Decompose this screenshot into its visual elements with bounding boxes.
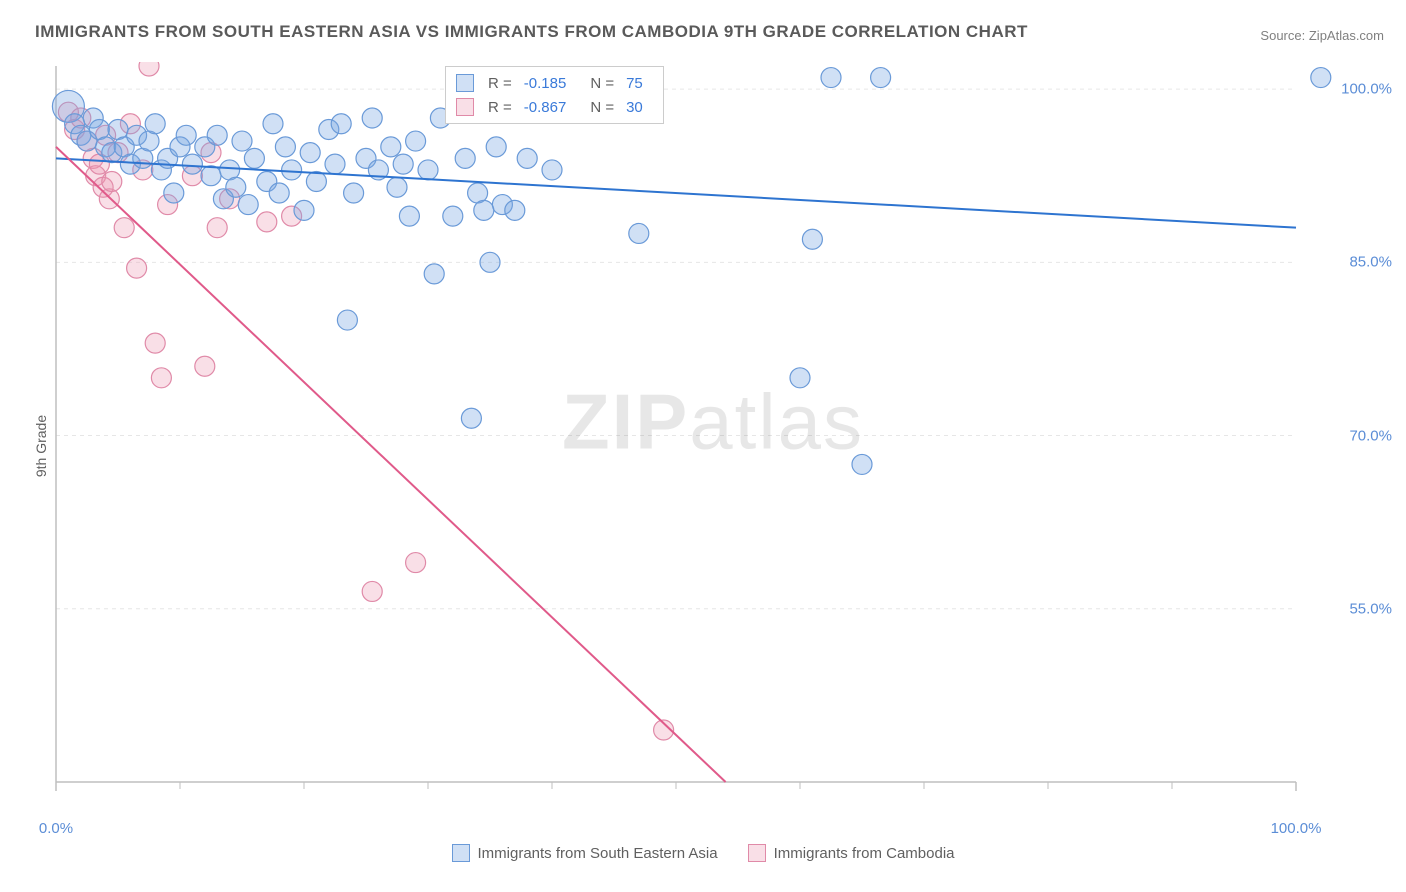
y-tick-label: 55.0% [1349,600,1392,617]
n-label: N = [590,99,614,116]
legend-bottom: Immigrants from South Eastern Asia Immig… [0,844,1406,862]
legend-stats-row-series2: R = -0.867 N = 30 [456,95,653,119]
source-label: Source: [1260,28,1305,43]
legend-swatch-series2-bottom [748,844,766,862]
y-tick-label: 70.0% [1349,427,1392,444]
n-value-series2: 30 [626,99,643,116]
legend-stats-row-series1: R = -0.185 N = 75 [456,71,653,95]
y-tick-label: 100.0% [1341,81,1392,98]
r-label: R = [488,99,512,116]
legend-stats-box: R = -0.185 N = 75 R = -0.867 N = 30 [445,66,664,124]
legend-item-series2: Immigrants from Cambodia [748,844,955,862]
legend-swatch-series1-bottom [452,844,470,862]
y-axis-label: 9th Grade [33,415,49,477]
source-name: ZipAtlas.com [1309,28,1384,43]
y-tick-label: 85.0% [1349,254,1392,271]
scatter-plot: ZIPatlas [50,62,1376,812]
x-tick-label: 0.0% [39,820,73,837]
legend-swatch-series2 [456,98,474,116]
legend-label-series2: Immigrants from Cambodia [774,845,955,862]
n-value-series1: 75 [626,75,643,92]
r-value-series2: -0.867 [524,99,567,116]
legend-swatch-series1 [456,74,474,92]
x-tick-label: 100.0% [1271,820,1322,837]
legend-item-series1: Immigrants from South Eastern Asia [452,844,718,862]
r-value-series1: -0.185 [524,75,567,92]
chart-title: IMMIGRANTS FROM SOUTH EASTERN ASIA VS IM… [35,22,1028,42]
legend-label-series1: Immigrants from South Eastern Asia [478,845,718,862]
chart-canvas [50,62,1376,812]
source-attribution: Source: ZipAtlas.com [1260,28,1384,43]
r-label: R = [488,75,512,92]
n-label: N = [590,75,614,92]
